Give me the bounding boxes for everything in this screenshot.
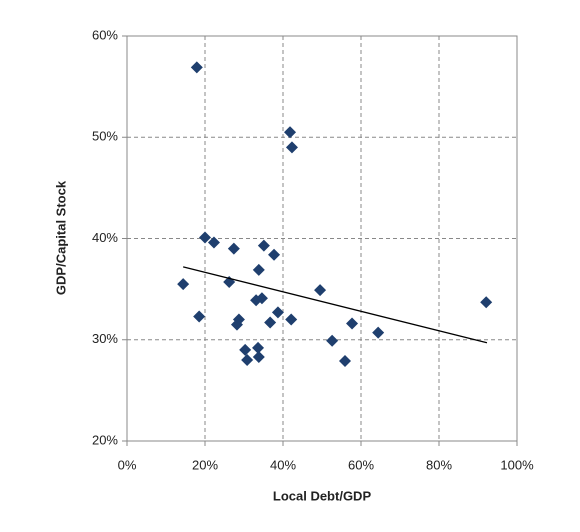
x-axis-label: Local Debt/GDP bbox=[273, 488, 372, 503]
data-point bbox=[239, 343, 252, 356]
plot-frame bbox=[126, 35, 518, 442]
data-point bbox=[250, 294, 263, 307]
data-point bbox=[339, 355, 352, 368]
data-point bbox=[284, 126, 297, 139]
data-point bbox=[480, 296, 493, 309]
data-point bbox=[264, 316, 277, 329]
x-tick-label: 100% bbox=[500, 457, 534, 472]
x-tick-label: 0% bbox=[118, 457, 137, 472]
x-tick-label: 60% bbox=[348, 457, 374, 472]
data-point bbox=[314, 284, 327, 297]
data-point bbox=[326, 334, 339, 347]
data-point bbox=[268, 248, 281, 261]
y-tick-label: 60% bbox=[92, 27, 118, 42]
data-point bbox=[285, 141, 298, 154]
y-tick-label: 50% bbox=[92, 129, 118, 144]
y-axis-label: GDP/Capital Stock bbox=[53, 180, 68, 295]
data-point bbox=[193, 310, 206, 323]
data-point bbox=[252, 350, 265, 363]
data-point bbox=[372, 326, 385, 339]
x-tick-label: 20% bbox=[192, 457, 218, 472]
y-tick-label: 30% bbox=[92, 331, 118, 346]
y-tick-label: 40% bbox=[92, 230, 118, 245]
data-point bbox=[285, 313, 298, 326]
data-point bbox=[252, 341, 265, 354]
data-point bbox=[207, 236, 220, 249]
y-tick-label: 20% bbox=[92, 432, 118, 447]
x-tick-label: 40% bbox=[270, 457, 296, 472]
x-tick-label: 80% bbox=[426, 457, 452, 472]
data-point bbox=[257, 239, 270, 252]
data-point bbox=[190, 61, 203, 74]
data-point bbox=[199, 231, 211, 244]
data-point bbox=[271, 306, 284, 319]
data-point bbox=[252, 263, 265, 276]
data-point bbox=[241, 354, 254, 366]
data-point bbox=[230, 318, 243, 331]
data-point bbox=[227, 242, 240, 255]
data-point bbox=[346, 317, 359, 330]
data-point bbox=[177, 278, 190, 291]
trend-line bbox=[183, 266, 488, 344]
